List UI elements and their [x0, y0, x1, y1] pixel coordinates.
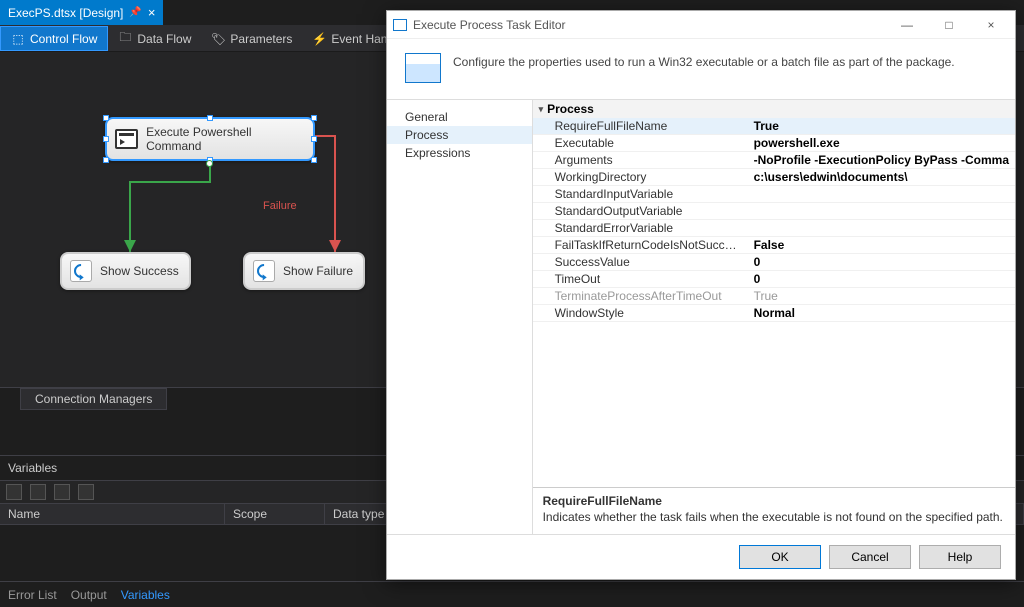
dialog-description: Configure the properties used to run a W… — [453, 53, 955, 83]
ok-button[interactable]: OK — [739, 545, 821, 569]
nav-expressions[interactable]: Expressions — [387, 144, 532, 162]
prop-row-timeout[interactable]: TimeOut0 — [533, 271, 1015, 288]
document-tab-active[interactable]: ExecPS.dtsx [Design] 📌 × — [0, 0, 163, 25]
cancel-button[interactable]: Cancel — [829, 545, 911, 569]
parameters-icon: 🏷 — [211, 32, 225, 46]
variables-title: Variables — [8, 461, 57, 475]
prop-row-stdout[interactable]: StandardOutputVariable — [533, 203, 1015, 220]
dialog-title: Execute Process Task Editor — [413, 18, 566, 32]
help-property-name: RequireFullFileName — [543, 494, 1005, 508]
task-label: Execute Powershell Command — [146, 125, 303, 153]
task-type-icon — [405, 53, 441, 83]
prop-row-stdin[interactable]: StandardInputVariable — [533, 186, 1015, 203]
window-icon — [393, 19, 407, 31]
connection-managers-tab[interactable]: Connection Managers — [20, 388, 167, 410]
maximize-icon[interactable]: □ — [931, 13, 967, 37]
prop-row-stderr[interactable]: StandardErrorVariable — [533, 220, 1015, 237]
delete-variable-icon[interactable] — [30, 484, 46, 500]
property-help: RequireFullFileName Indicates whether th… — [533, 488, 1015, 534]
property-grid[interactable]: ▾ Process RequireFullFileNameTrue Execut… — [533, 100, 1015, 488]
dialog-footer: OK Cancel Help — [387, 535, 1015, 579]
dialog-nav: General Process Expressions — [387, 100, 533, 534]
tab-variables[interactable]: Variables — [121, 588, 170, 602]
tab-output[interactable]: Output — [71, 588, 107, 602]
prop-row-windowstyle[interactable]: WindowStyleNormal — [533, 305, 1015, 322]
dialog-description-area: Configure the properties used to run a W… — [387, 39, 1015, 100]
sequence-icon — [253, 260, 275, 282]
bottom-tab-bar: Error List Output Variables — [0, 581, 1024, 607]
document-tab-title: ExecPS.dtsx [Design] — [8, 6, 123, 20]
tab-error-list[interactable]: Error List — [8, 588, 57, 602]
prop-row-arguments[interactable]: Arguments-NoProfile -ExecutionPolicy ByP… — [533, 152, 1015, 169]
prop-row-workingdirectory[interactable]: WorkingDirectoryc:\users\edwin\documents… — [533, 169, 1015, 186]
close-icon[interactable]: × — [148, 5, 156, 20]
dialog-titlebar[interactable]: Execute Process Task Editor — □ × — [387, 11, 1015, 39]
execute-process-icon — [115, 129, 138, 149]
help-property-desc: Indicates whether the task fails when th… — [543, 510, 1005, 524]
close-icon[interactable]: × — [973, 13, 1009, 37]
minimize-icon[interactable]: — — [889, 13, 925, 37]
tab-parameters[interactable]: 🏷 Parameters — [201, 26, 302, 51]
add-variable-icon[interactable] — [6, 484, 22, 500]
task-show-success[interactable]: Show Success — [60, 252, 191, 290]
control-flow-icon: ⬚ — [11, 32, 25, 46]
tab-label: Parameters — [230, 32, 292, 46]
task-execute-powershell[interactable]: Execute Powershell Command — [105, 117, 315, 161]
prop-row-executable[interactable]: Executablepowershell.exe — [533, 135, 1015, 152]
data-flow-icon: 🗀 — [118, 32, 132, 46]
task-show-failure[interactable]: Show Failure — [243, 252, 365, 290]
sequence-icon — [70, 260, 92, 282]
tab-label: Data Flow — [137, 32, 191, 46]
prop-row-requirefullfilename[interactable]: RequireFullFileNameTrue — [533, 118, 1015, 135]
pin-icon[interactable]: 📌 — [129, 7, 141, 18]
tab-data-flow[interactable]: 🗀 Data Flow — [108, 26, 201, 51]
connector-label-failure[interactable]: Failure — [263, 200, 297, 212]
task-label: Show Failure — [283, 264, 353, 278]
help-button[interactable]: Help — [919, 545, 1001, 569]
event-handlers-icon: ⚡ — [312, 32, 326, 46]
category-label: Process — [547, 102, 594, 116]
prop-row-terminate[interactable]: TerminateProcessAfterTimeOutTrue — [533, 288, 1015, 305]
nav-process[interactable]: Process — [387, 126, 532, 144]
task-label: Show Success — [100, 264, 179, 278]
chevron-down-icon[interactable]: ▾ — [539, 104, 544, 115]
connectors — [0, 52, 400, 392]
prop-row-failtask[interactable]: FailTaskIfReturnCodeIsNotSuccessValueFal… — [533, 237, 1015, 254]
execute-process-task-editor-dialog: Execute Process Task Editor — □ × Config… — [386, 10, 1016, 580]
property-category[interactable]: ▾ Process — [533, 100, 1015, 118]
grid-options-icon[interactable] — [78, 484, 94, 500]
col-scope[interactable]: Scope — [225, 504, 325, 524]
col-name[interactable]: Name — [0, 504, 225, 524]
move-variable-icon[interactable] — [54, 484, 70, 500]
prop-row-successvalue[interactable]: SuccessValue0 — [533, 254, 1015, 271]
tab-label: Control Flow — [30, 32, 97, 46]
tab-control-flow[interactable]: ⬚ Control Flow — [0, 26, 108, 51]
nav-general[interactable]: General — [387, 108, 532, 126]
